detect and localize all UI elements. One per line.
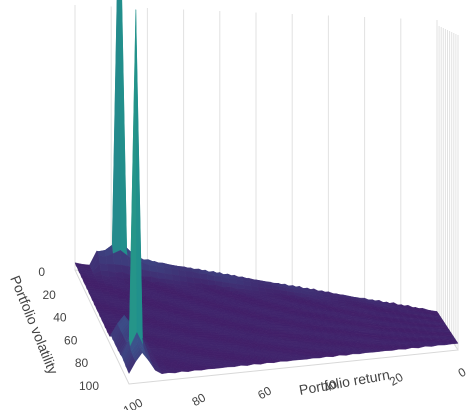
surface-cell: [74, 262, 84, 267]
y-tick-label: 0: [38, 265, 45, 279]
surface-cell: [424, 345, 433, 347]
y-tick-label: 20: [42, 288, 56, 302]
surface-cell: [338, 353, 347, 356]
surface-cell: [252, 362, 261, 365]
surface-cell: [160, 300, 170, 303]
surface-cell: [279, 333, 288, 336]
surface-cell: [193, 367, 202, 371]
x-tick-label: 80: [190, 390, 209, 409]
surface-cell: [242, 276, 251, 282]
surface-cell: [279, 359, 288, 362]
surface-cell: [197, 334, 207, 338]
x-tick-label: 60: [255, 383, 274, 402]
surface-cell: [275, 325, 284, 328]
surface-cell: [190, 332, 199, 336]
surface-cell: [281, 323, 290, 326]
surface-cell: [266, 360, 275, 364]
surface-cell: [107, 318, 117, 321]
surface-cell: [108, 320, 118, 324]
x-tick-label: 40: [321, 377, 340, 396]
y-tick-label: 100: [79, 379, 99, 393]
surface-cell: [196, 333, 206, 336]
surface-cell: [117, 297, 127, 300]
surface-cell: [160, 370, 169, 375]
surface-cell: [178, 275, 188, 282]
surface-cell: [356, 323, 365, 326]
surface-cell: [219, 365, 229, 369]
y-tick-label: 80: [75, 356, 89, 370]
surface-cell: [193, 325, 202, 329]
surface-cell: [325, 355, 334, 358]
surface-cell: [106, 315, 116, 319]
surface-cell: [148, 259, 157, 266]
surface-cell: [196, 331, 205, 334]
surface-cell: [98, 255, 108, 265]
surface-cell: [194, 355, 203, 359]
surface-cell: [239, 363, 248, 366]
surface-cell: [213, 365, 222, 369]
surface-cell: [180, 369, 189, 372]
surface-cell: [437, 343, 446, 346]
x-tick-label: 0: [456, 365, 469, 381]
surface-cell: [287, 309, 296, 312]
surface-cell: [99, 263, 109, 272]
surface-cell: [203, 332, 213, 336]
surface-cell: [364, 350, 373, 353]
x-axis-title: Portfolio return: [298, 366, 391, 398]
surface-cell: [111, 0, 121, 254]
surface-cell: [450, 342, 459, 345]
surface-cell: [113, 264, 123, 273]
surface-cell: [226, 364, 235, 368]
surface-cell: [215, 343, 225, 346]
y-axis-ticks: 0 20 40 60 80 100: [38, 265, 99, 393]
surface-cell: [195, 329, 204, 332]
surface-cell: [397, 347, 406, 350]
surface-cell: [298, 357, 308, 360]
surface-cell: [263, 316, 273, 319]
y-tick-label: 60: [64, 333, 78, 347]
scene-gridlines: [74, 5, 459, 350]
surface-cell: [210, 345, 219, 349]
surface-cell: [167, 370, 176, 374]
y-tick-label: 40: [53, 311, 67, 325]
x-tick-label: 20: [387, 370, 406, 389]
surface-cell: [292, 358, 301, 361]
surface-cell: [210, 332, 219, 336]
surface-mesh[interactable]: [74, 0, 459, 375]
surface-cell: [303, 340, 312, 343]
surface-cell: [119, 0, 128, 257]
surface-cell: [193, 313, 203, 316]
surface-cell: [190, 319, 200, 323]
surface-cell: [96, 308, 105, 312]
surface-cell: [128, 9, 138, 347]
surface-cell: [273, 320, 282, 323]
surface-cell: [312, 356, 321, 359]
x-tick-label: 100: [121, 395, 146, 410]
surface-cell: [206, 366, 215, 370]
surface-cell: [267, 350, 277, 353]
surface-cell: [193, 277, 202, 284]
surface-cell: [351, 352, 360, 355]
surface-cell: [410, 346, 419, 349]
surface-cell: [198, 321, 207, 325]
